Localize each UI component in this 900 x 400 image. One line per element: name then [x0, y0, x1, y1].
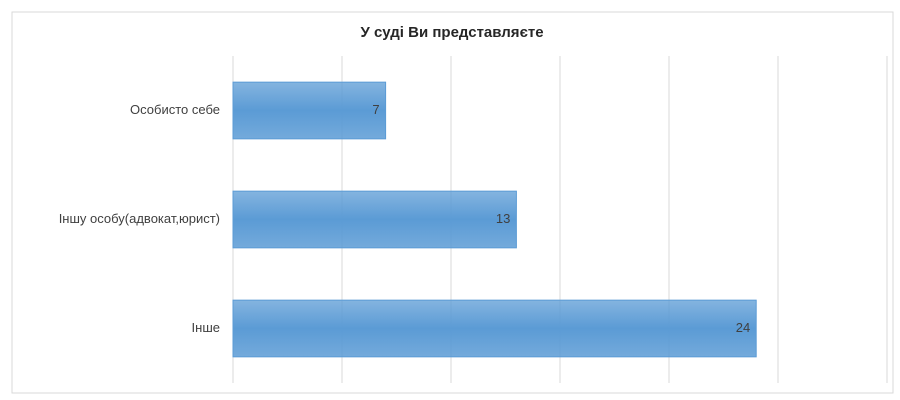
chart-title: У суді Ви представляєте [360, 24, 543, 41]
bar [232, 81, 387, 140]
y-tick-label: Особисто себе [130, 102, 220, 117]
data-label: 24 [736, 320, 750, 335]
y-tick-label: Іншу особу(адвокат,юрист) [59, 211, 220, 226]
data-label: 7 [372, 102, 379, 117]
bar [232, 190, 517, 249]
data-label: 13 [496, 211, 510, 226]
bar [232, 299, 757, 358]
y-tick-label: Інше [192, 320, 220, 335]
